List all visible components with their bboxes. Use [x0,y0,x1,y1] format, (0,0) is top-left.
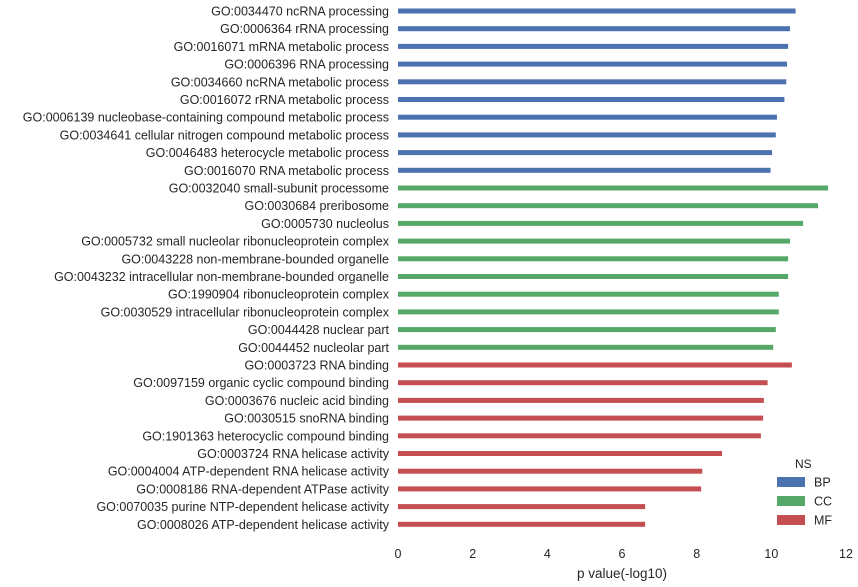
x-tick-label: 8 [693,547,700,561]
legend-label-bp: BP [814,476,831,490]
category-label: GO:0005730 nucleolus [261,217,389,231]
category-label: GO:0006396 RNA processing [224,58,389,72]
bar-bp [398,8,796,14]
x-tick-label: 0 [395,547,402,561]
bar-mf [398,362,792,368]
bar-mf [398,486,702,492]
x-tick-label: 12 [839,547,853,561]
bar-cc [398,185,829,191]
category-label: GO:0034470 ncRNA processing [211,5,389,19]
category-label: GO:1901363 heterocyclic compound binding [142,429,389,443]
bar-bp [398,114,777,120]
category-label: GO:0016071 mRNA metabolic process [174,40,389,54]
x-tick-label: 4 [544,547,551,561]
x-axis-label: p value(-log10) [577,566,667,581]
category-label: GO:0004004 ATP-dependent RNA helicase ac… [108,465,390,479]
x-tick-label: 10 [764,547,778,561]
bar-mf [398,433,761,439]
bar-mf [398,504,646,510]
bar-bp [398,167,771,173]
legend-title: NS [795,457,812,471]
category-label: GO:0003676 nucleic acid binding [205,394,389,408]
category-label: GO:0043232 intracellular non-membrane-bo… [54,270,389,284]
bar-bp [398,150,773,156]
bar-bp [398,97,785,102]
bar-cc [398,220,804,226]
category-label: GO:0034641 cellular nitrogen compound me… [60,128,389,142]
category-label: GO:0097159 organic cyclic compound bindi… [133,376,389,390]
category-labels-group: GO:0034470 ncRNA processing GO:0006364 rR… [23,5,390,532]
bar-cc [398,203,818,209]
bar-cc [398,327,776,333]
bar-cc [398,256,789,262]
category-label: GO:0030515 snoRNA binding [224,412,389,426]
category-label: GO:0044452 nucleolar part [238,341,389,355]
category-label: GO:0003723 RNA binding [244,359,389,373]
category-label: GO:0046483 heterocycle metabolic process [146,146,389,160]
bar-cc [398,274,789,279]
bar-mf [398,468,703,474]
bar-bp [398,132,776,138]
legend-swatch-mf [777,515,805,525]
category-label: GO:0006139 nucleobase-containing compoun… [23,111,389,125]
x-tick-label: 6 [619,547,626,561]
bar-mf [398,521,646,527]
bar-bp [398,79,787,85]
category-label: GO:0034660 ncRNA metabolic process [171,75,389,89]
bar-cc [398,238,790,244]
bars-group [398,8,829,527]
category-label: GO:0016070 RNA metabolic process [184,164,389,178]
bar-cc [398,344,774,350]
bar-mf [398,380,768,386]
category-label: GO:1990904 ribonucleoprotein complex [168,288,390,302]
category-label: GO:0003724 RNA helicase activity [197,447,390,461]
category-label: GO:0005732 small nucleolar ribonucleopro… [81,235,390,249]
category-label: GO:0008026 ATP-dependent helicase activi… [137,518,390,532]
category-label: GO:0030684 preribosome [244,199,389,213]
category-label: GO:0032040 small-subunit processome [169,182,389,196]
legend-label-mf: MF [814,514,832,528]
legend-swatch-cc [777,496,805,506]
category-label: GO:0006364 rRNA processing [220,22,389,36]
category-label: GO:0044428 nuclear part [248,323,390,337]
bar-bp [398,61,788,67]
x-tick-label: 2 [469,547,476,561]
bar-cc [398,309,779,315]
bar-cc [398,291,779,297]
legend-label-cc: CC [814,495,832,509]
bar-mf [398,397,764,403]
bar-bp [398,43,789,49]
category-label: GO:0030529 intracellular ribonucleoprote… [101,305,390,319]
bar-mf [398,415,764,421]
category-label: GO:0070035 purine NTP-dependent helicase… [96,500,389,514]
bar-bp [398,26,790,32]
legend-swatch-bp [777,477,805,487]
x-tick-labels-group: 0 2 4 6 8 10 12 [395,547,853,561]
category-label: GO:0016072 rRNA metabolic process [180,93,389,107]
category-label: GO:0008186 RNA-dependent ATPase activity [136,482,389,496]
bar-mf [398,451,723,456]
category-label: GO:0043228 non-membrane-bounded organell… [121,252,389,266]
